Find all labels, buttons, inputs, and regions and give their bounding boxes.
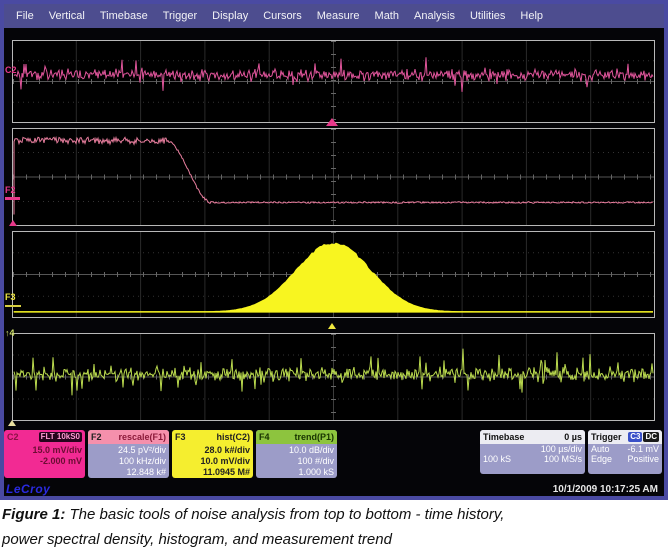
menu-file[interactable]: File [16, 10, 34, 22]
trigger-position-marker-icon[interactable] [326, 118, 338, 126]
grid-f4-trend [12, 333, 655, 421]
f2-descriptor-box[interactable]: F2 rescale(F1) 24.5 pV²/div 100 kHz/div … [88, 430, 169, 478]
f4-offset-indicator: ↑4 [5, 329, 15, 338]
f2-descriptor-id: F2 [91, 432, 102, 443]
timebase-sample-rate: 100 MS/s [544, 454, 582, 464]
c2-trace-plot [12, 40, 655, 123]
menu-display[interactable]: Display [212, 10, 248, 22]
f3-histogram-plot [12, 231, 655, 318]
menu-timebase[interactable]: Timebase [100, 10, 148, 22]
f2-trace-plot [12, 128, 655, 226]
f3-descriptor-box[interactable]: F3 hist(C2) 28.0 k#/div 10.0 mV/div 11.0… [172, 430, 253, 478]
histogram-center-marker-icon[interactable] [328, 323, 336, 329]
f2-scale-vertical: 24.5 pV²/div [91, 445, 166, 456]
grid-f2-psd [12, 128, 655, 226]
oscilloscope-frame: File Vertical Timebase Trigger Display C… [0, 0, 668, 500]
figure-caption: Figure 1: The basic tools of noise analy… [0, 500, 668, 556]
menu-measure[interactable]: Measure [317, 10, 360, 22]
trigger-title: Trigger [591, 432, 622, 442]
timebase-title: Timebase [483, 432, 524, 442]
f3-descriptor-id: F3 [175, 432, 186, 443]
trigger-level: -6.1 mV [627, 444, 659, 454]
oscilloscope-screen: File Vertical Timebase Trigger Display C… [4, 4, 664, 496]
f2-offset-marker-icon[interactable] [9, 220, 17, 226]
c2-filter-badge: FLT 10kS0 [39, 432, 82, 442]
timebase-box[interactable]: Timebase 0 µs 100 µs/div 100 kS 100 MS/s [480, 430, 585, 474]
timebase-samples: 100 kS [483, 454, 511, 464]
figure-caption-label: Figure 1: [2, 506, 65, 523]
c2-offset: -2.000 mV [7, 456, 82, 467]
grid-c2-time-history [12, 40, 655, 123]
menu-utilities[interactable]: Utilities [470, 10, 505, 22]
timebase-delay: 0 µs [564, 432, 582, 442]
trigger-slope: Positive [627, 454, 659, 464]
f2-scale-horizontal: 100 kHz/div [91, 456, 166, 467]
f2-trace-label: F2 [5, 186, 16, 195]
trigger-box[interactable]: Trigger C3 DC Auto -6.1 mV Edge Positive [588, 430, 662, 474]
menu-math[interactable]: Math [375, 10, 399, 22]
trigger-mode: Auto [591, 444, 610, 454]
f2-function-title: rescale(F1) [118, 432, 166, 443]
f4-scale-vertical: 10.0 dB/div [259, 445, 334, 456]
c2-volts-per-div: 15.0 mV/div [7, 445, 82, 456]
f3-function-title: hist(C2) [217, 432, 251, 443]
trigger-coupling-badge: DC [643, 432, 659, 442]
f4-function-title: trend(P1) [294, 432, 334, 443]
menu-help[interactable]: Help [520, 10, 543, 22]
figure-caption-line1: The basic tools of noise analysis from t… [70, 506, 505, 523]
trigger-source-badge: C3 [628, 432, 642, 442]
f3-trace-label: F3 [5, 293, 16, 302]
f4-samples: 1.000 kS [259, 467, 334, 478]
f4-trace-plot [12, 333, 655, 421]
grid-f3-histogram [12, 231, 655, 318]
f4-bottom-marker-icon[interactable] [8, 420, 16, 426]
c2-descriptor-id: C2 [7, 432, 19, 443]
timestamp: 10/1/2009 10:17:25 AM [553, 484, 658, 495]
screenshot-root: File Vertical Timebase Trigger Display C… [0, 0, 668, 556]
f4-scale-horizontal: 100 #/div [259, 456, 334, 467]
menu-trigger[interactable]: Trigger [163, 10, 197, 22]
figure-caption-line2: power spectral density, histogram, and m… [2, 531, 392, 548]
f2-count: 12.848 k# [91, 467, 166, 478]
c2-trace-label: C2 [5, 66, 17, 75]
menu-cursors[interactable]: Cursors [263, 10, 302, 22]
f3-scale-horizontal: 10.0 mV/div [175, 456, 250, 467]
trigger-type: Edge [591, 454, 612, 464]
f4-descriptor-id: F4 [259, 432, 270, 443]
c2-descriptor-box[interactable]: C2 FLT 10kS0 15.0 mV/div -2.000 mV [4, 430, 85, 478]
f3-level-indicator[interactable] [5, 305, 21, 307]
f4-descriptor-box[interactable]: F4 trend(P1) 10.0 dB/div 100 #/div 1.000… [256, 430, 337, 478]
lecroy-logo: LeCroy [6, 482, 50, 496]
menu-vertical[interactable]: Vertical [49, 10, 85, 22]
menu-bar: File Vertical Timebase Trigger Display C… [4, 4, 664, 28]
f3-scale-vertical: 28.0 k#/div [175, 445, 250, 456]
menu-analysis[interactable]: Analysis [414, 10, 455, 22]
f3-population: 11.0945 M# [175, 467, 250, 478]
f2-level-indicator[interactable] [5, 197, 20, 200]
timebase-per-div: 100 µs/div [541, 444, 582, 454]
